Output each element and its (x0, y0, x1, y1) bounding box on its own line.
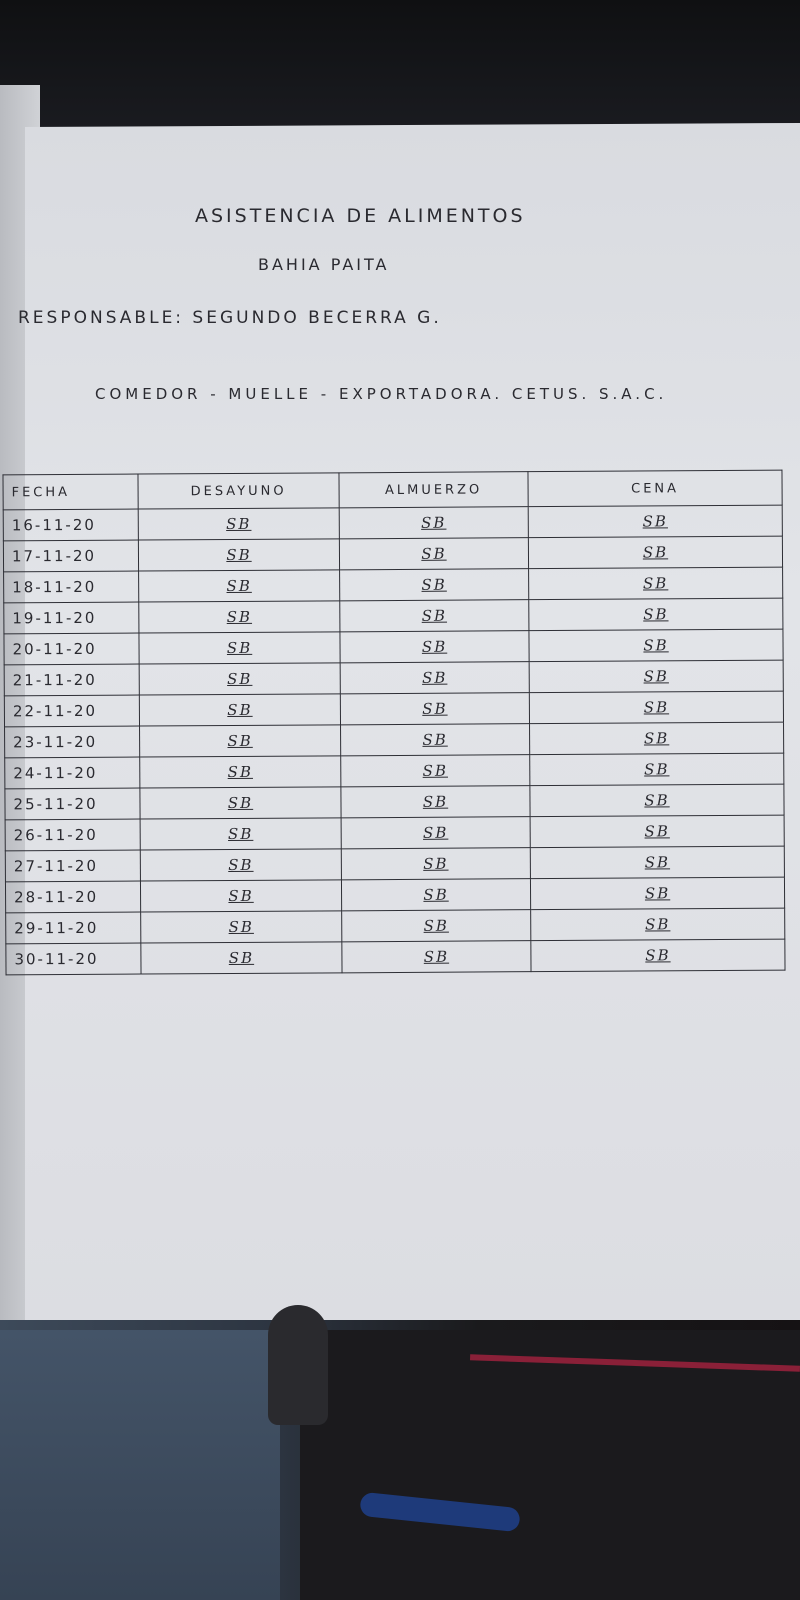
desayuno-signature: SB (139, 662, 341, 696)
table-row: 29-11-20 SB SB SB (5, 908, 785, 944)
date-cell: 16-11-20 (3, 509, 139, 541)
car-key (268, 1305, 328, 1425)
desayuno-signature: SB (138, 631, 341, 665)
bag (300, 1330, 800, 1600)
almuerzo-signature: SB (339, 568, 529, 601)
date-cell: 27-11-20 (5, 850, 141, 882)
table-row: 21-11-20 SB SB SB (4, 660, 784, 696)
cena-signature: SB (530, 815, 785, 848)
date-cell: 17-11-20 (3, 540, 139, 572)
almuerzo-signature: SB (341, 878, 531, 911)
date-cell: 28-11-20 (5, 881, 141, 913)
table-row: 16-11-20 SB SB SB (3, 505, 783, 541)
desayuno-signature: SB (140, 817, 342, 851)
date-cell: 29-11-20 (5, 912, 141, 944)
header-almuerzo: ALMUERZO (338, 471, 529, 508)
table-row: 24-11-20 SB SB SB (4, 753, 784, 789)
almuerzo-signature: SB (340, 661, 530, 694)
almuerzo-signature: SB (339, 630, 530, 663)
desayuno-signature: SB (140, 910, 342, 944)
table-row: 28-11-20 SB SB SB (5, 877, 785, 913)
table-row: 17-11-20 SB SB SB (3, 536, 783, 572)
cena-signature: SB (529, 660, 784, 693)
desayuno-signature: SB (139, 724, 341, 758)
table-row: 20-11-20 SB SB SB (3, 629, 784, 665)
cena-signature: SB (528, 536, 783, 569)
table-row: 23-11-20 SB SB SB (4, 722, 784, 758)
cena-signature: SB (529, 691, 784, 724)
almuerzo-signature: SB (341, 909, 531, 942)
cena-signature: SB (528, 567, 783, 600)
desayuno-signature: SB (138, 538, 340, 572)
table-row: 19-11-20 SB SB SB (3, 598, 783, 634)
cena-signature: SB (529, 784, 785, 817)
almuerzo-signature: SB (341, 816, 531, 849)
almuerzo-signature: SB (340, 785, 531, 818)
desayuno-signature: SB (138, 507, 340, 541)
jeans (0, 1330, 280, 1600)
date-cell: 24-11-20 (4, 757, 140, 789)
almuerzo-signature: SB (341, 847, 531, 880)
table-row: 27-11-20 SB SB SB (5, 846, 785, 882)
cena-signature: SB (530, 846, 785, 879)
desayuno-signature: SB (138, 600, 340, 634)
date-cell: 26-11-20 (5, 819, 141, 851)
almuerzo-signature: SB (340, 692, 530, 725)
cena-signature: SB (528, 598, 783, 631)
cena-signature: SB (530, 939, 786, 972)
table-row: 25-11-20 SB SB SB (4, 784, 785, 820)
table-row: 30-11-20 SB SB SB (5, 939, 786, 975)
table-row: 18-11-20 SB SB SB (3, 567, 783, 603)
dark-background (0, 0, 800, 130)
almuerzo-signature: SB (339, 506, 529, 539)
almuerzo-signature: SB (341, 940, 532, 973)
date-cell: 25-11-20 (4, 788, 141, 820)
cena-signature: SB (529, 722, 784, 755)
date-cell: 23-11-20 (4, 726, 140, 758)
almuerzo-signature: SB (340, 754, 530, 787)
attendance-table: FECHA DESAYUNO ALMUERZO CENA 16-11-20 SB S… (2, 470, 786, 976)
date-cell: 18-11-20 (3, 571, 139, 603)
date-cell: 19-11-20 (3, 602, 139, 634)
desayuno-signature: SB (140, 848, 342, 882)
document-title: ASISTENCIA DE ALIMENTOS (195, 205, 526, 227)
almuerzo-signature: SB (340, 723, 530, 756)
desayuno-signature: SB (140, 941, 343, 975)
header-desayuno: DESAYUNO (137, 472, 340, 510)
cena-signature: SB (528, 629, 784, 662)
date-cell: 21-11-20 (4, 664, 140, 696)
date-cell: 22-11-20 (4, 695, 140, 727)
desayuno-signature: SB (139, 786, 342, 820)
table-row: 26-11-20 SB SB SB (5, 815, 785, 851)
header-cena: CENA (527, 470, 783, 507)
date-cell: 30-11-20 (5, 943, 142, 975)
location-line: COMEDOR - MUELLE - EXPORTADORA. CETUS. S… (95, 385, 668, 403)
header-fecha: FECHA (2, 474, 139, 510)
cena-signature: SB (530, 908, 785, 941)
responsible-line: RESPONSABLE: SEGUNDO BECERRA G. (18, 308, 442, 328)
cena-signature: SB (528, 505, 783, 538)
desayuno-signature: SB (139, 755, 341, 789)
cena-signature: SB (530, 877, 785, 910)
desayuno-signature: SB (138, 569, 340, 603)
document-subtitle: BAHIA PAITA (258, 255, 390, 274)
cena-signature: SB (529, 753, 784, 786)
almuerzo-signature: SB (339, 537, 529, 570)
date-cell: 20-11-20 (3, 633, 140, 665)
table-header-row: FECHA DESAYUNO ALMUERZO CENA (2, 470, 783, 510)
almuerzo-signature: SB (339, 599, 529, 632)
table-row: 22-11-20 SB SB SB (4, 691, 784, 727)
desayuno-signature: SB (140, 879, 342, 913)
desayuno-signature: SB (139, 693, 341, 727)
